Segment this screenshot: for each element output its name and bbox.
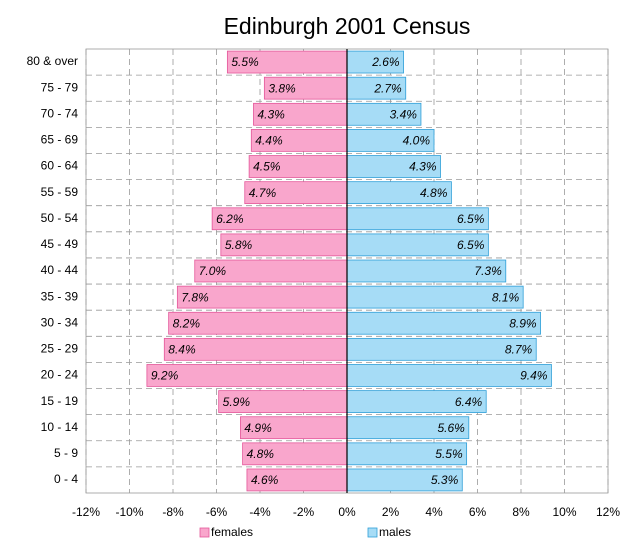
x-tick-label: -4% <box>249 505 271 519</box>
data-label: 5.9% <box>223 395 251 409</box>
data-label: 7.0% <box>199 264 227 278</box>
y-tick-label: 45 - 49 <box>41 237 79 251</box>
data-label: 7.3% <box>474 264 502 278</box>
x-tick-label: 6% <box>469 505 487 519</box>
legend-swatch <box>367 527 378 538</box>
chart-title: Edinburgh 2001 Census <box>224 13 471 39</box>
y-tick-label: 55 - 59 <box>41 185 79 199</box>
legend-label: females <box>211 525 253 539</box>
data-label: 4.5% <box>253 160 281 174</box>
data-label: 4.4% <box>255 134 283 148</box>
data-label: 8.2% <box>173 316 201 330</box>
data-label: 9.2% <box>151 369 179 383</box>
data-label: 4.7% <box>249 186 277 200</box>
y-tick-label: 50 - 54 <box>41 211 79 225</box>
y-tick-label: 40 - 44 <box>41 263 79 277</box>
x-tick-label: -12% <box>72 505 100 519</box>
legend-label: males <box>379 525 411 539</box>
x-tick-label: -6% <box>206 505 228 519</box>
y-tick-label: 5 - 9 <box>54 446 78 460</box>
y-tick-label: 30 - 34 <box>41 315 79 329</box>
data-label: 5.3% <box>431 473 459 487</box>
y-tick-label: 25 - 29 <box>41 342 79 356</box>
data-label: 4.6% <box>251 473 279 487</box>
data-label: 5.5% <box>435 447 463 461</box>
data-label: 8.4% <box>168 343 196 357</box>
y-tick-label: 60 - 64 <box>41 159 79 173</box>
x-tick-label: -10% <box>115 505 143 519</box>
y-tick-label: 0 - 4 <box>54 472 78 486</box>
data-label: 6.4% <box>455 395 483 409</box>
data-label: 5.5% <box>231 55 259 69</box>
y-tick-label: 35 - 39 <box>41 289 79 303</box>
data-label: 4.8% <box>420 186 448 200</box>
data-label: 2.6% <box>371 55 400 69</box>
data-label: 8.1% <box>492 290 520 304</box>
x-tick-label: 4% <box>425 505 443 519</box>
data-label: 6.5% <box>457 238 485 252</box>
data-label: 6.5% <box>457 212 485 226</box>
data-label: 4.0% <box>403 134 431 148</box>
x-tick-label: 10% <box>552 505 576 519</box>
data-label: 9.4% <box>520 369 548 383</box>
y-tick-label: 80 & over <box>27 54 78 68</box>
y-tick-label: 20 - 24 <box>41 368 79 382</box>
y-tick-label: 15 - 19 <box>41 394 79 408</box>
legend-swatch <box>199 527 210 538</box>
data-label: 3.8% <box>268 81 296 95</box>
x-tick-label: 8% <box>512 505 530 519</box>
data-label: 5.8% <box>225 238 253 252</box>
data-label: 4.8% <box>247 447 275 461</box>
x-tick-label: -2% <box>293 505 315 519</box>
data-label: 8.9% <box>509 316 537 330</box>
x-tick-label: 2% <box>382 505 400 519</box>
y-tick-label: 75 - 79 <box>41 80 79 94</box>
data-label: 2.7% <box>373 81 402 95</box>
data-label: 3.4% <box>390 107 418 121</box>
data-label: 4.9% <box>244 421 272 435</box>
data-label: 7.8% <box>181 290 209 304</box>
data-label: 4.3% <box>409 160 437 174</box>
y-tick-label: 70 - 74 <box>41 106 79 120</box>
x-tick-label: 12% <box>596 505 620 519</box>
x-tick-label: 0% <box>338 505 356 519</box>
data-label: 8.7% <box>505 343 533 357</box>
data-label: 6.2% <box>216 212 244 226</box>
y-tick-label: 10 - 14 <box>41 420 79 434</box>
data-label: 4.3% <box>257 107 285 121</box>
x-tick-label: -8% <box>162 505 184 519</box>
data-label: 5.6% <box>437 421 465 435</box>
y-tick-label: 65 - 69 <box>41 133 79 147</box>
